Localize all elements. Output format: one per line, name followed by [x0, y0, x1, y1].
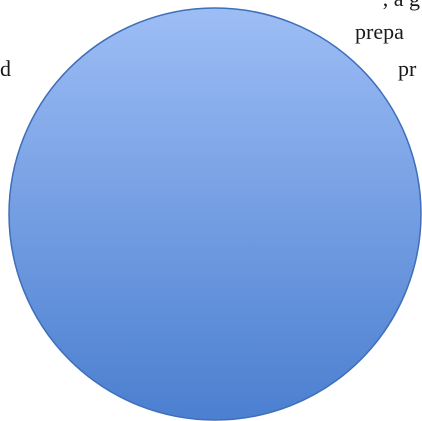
text-fragment-pr: pr: [398, 56, 417, 81]
circle: [8, 7, 422, 421]
text-fragment-left: d: [0, 56, 11, 81]
text-fragment-prepa: prepa: [355, 19, 404, 44]
text-fragment-top: , a g: [383, 0, 420, 10]
